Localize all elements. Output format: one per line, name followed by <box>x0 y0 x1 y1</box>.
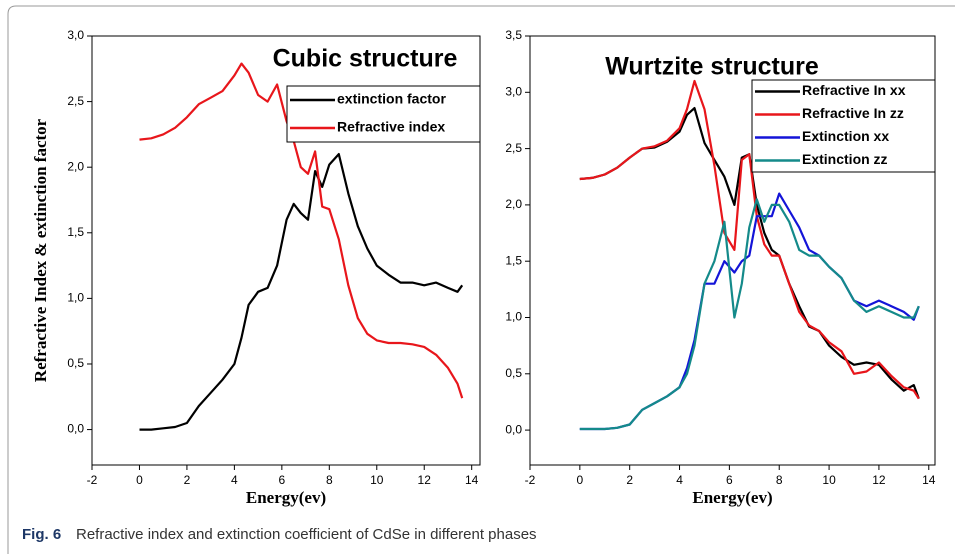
series-line <box>139 153 464 431</box>
y-tick-label: 3,0 <box>67 28 84 42</box>
figure-frame <box>7 5 955 554</box>
legend-label: Refractive In zz <box>802 105 904 121</box>
legend-box <box>751 79 936 173</box>
x-tick-label: 2 <box>184 473 191 487</box>
x-tick-label: 12 <box>418 473 432 487</box>
y-tick-label: 1,0 <box>67 291 84 305</box>
legend-label: Extinction zz <box>802 151 888 167</box>
x-tick-label: 0 <box>577 473 584 487</box>
y-tick-label: 1,5 <box>67 225 84 239</box>
x-tick-label: 14 <box>465 473 479 487</box>
x-axis-label: Energy(ev) <box>246 488 326 507</box>
series-line <box>579 79 920 400</box>
y-tick-label: 2,0 <box>67 159 84 173</box>
x-tick-label: 10 <box>370 473 384 487</box>
x-axis-label: Energy(ev) <box>692 488 772 507</box>
x-tick-label: 6 <box>726 473 733 487</box>
y-tick-label: 0,5 <box>505 366 522 380</box>
x-tick-label: 8 <box>326 473 333 487</box>
x-tick-label: 4 <box>676 473 683 487</box>
plot-frame <box>91 35 481 466</box>
chart-title: Wurtzite structure <box>605 53 819 81</box>
legend-label: extinction factor <box>337 91 446 107</box>
y-tick-label: 2,5 <box>67 94 84 108</box>
legend-label: Refractive In xx <box>802 82 906 98</box>
legend-box <box>286 85 481 143</box>
x-tick-label: 0 <box>136 473 143 487</box>
y-tick-label: 2,0 <box>505 197 522 211</box>
y-tick-label: 3,0 <box>505 84 522 98</box>
plot-frame <box>529 35 936 466</box>
series-line <box>579 198 920 431</box>
caption-text: Refractive index and extinction coeffici… <box>76 526 537 543</box>
caption-label: Fig. 6 <box>22 526 61 543</box>
chart-title: Cubic structure <box>273 45 458 73</box>
y-axis-label: Refractive Index & extinction factor <box>31 118 50 382</box>
x-tick-label: -2 <box>87 473 98 487</box>
x-tick-label: 4 <box>231 473 238 487</box>
y-tick-label: 0,0 <box>505 422 522 436</box>
x-tick-label: 12 <box>872 473 886 487</box>
x-tick-label: 10 <box>822 473 836 487</box>
x-tick-label: 14 <box>922 473 936 487</box>
y-tick-label: 2,5 <box>505 141 522 155</box>
y-tick-label: 3,5 <box>505 28 522 42</box>
y-tick-label: 1,0 <box>505 310 522 324</box>
series-line <box>139 62 464 399</box>
x-tick-label: -2 <box>525 473 536 487</box>
y-tick-label: 1,5 <box>505 253 522 267</box>
legend-label: Refractive index <box>337 119 445 135</box>
x-tick-label: 2 <box>626 473 633 487</box>
x-tick-label: 6 <box>279 473 286 487</box>
x-tick-label: 8 <box>776 473 783 487</box>
y-tick-label: 0,5 <box>67 356 84 370</box>
legend-label: Extinction xx <box>802 128 889 144</box>
y-tick-label: 0,0 <box>67 422 84 436</box>
